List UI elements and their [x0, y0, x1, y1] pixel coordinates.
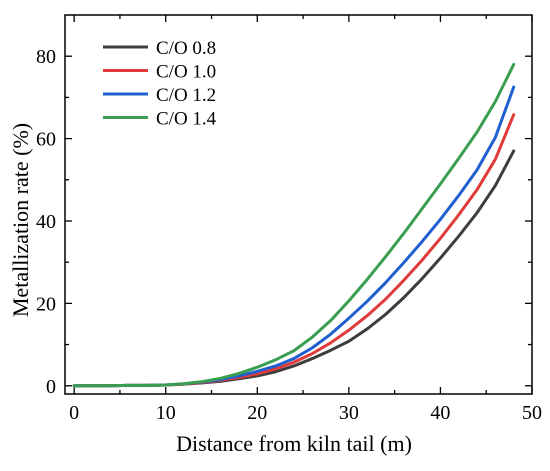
- x-tick-label: 40: [430, 402, 450, 424]
- series-line-c-o-1-4: [72, 62, 516, 388]
- y-axis-label: Metallization rate (%): [8, 123, 33, 317]
- y-tick-label: 80: [36, 46, 56, 68]
- legend: C/O 0.8 C/O 1.0C/O 1.2 C/O 1.4: [103, 38, 217, 130]
- series-lines: [72, 62, 516, 388]
- x-tick-label: 10: [156, 402, 176, 424]
- y-tick-label: 20: [36, 293, 56, 315]
- legend-label: C/O 1.4: [156, 109, 217, 130]
- x-axis-label: Distance from kiln tail (m): [176, 431, 412, 456]
- x-tick-label: 50: [522, 402, 542, 424]
- x-tick-label: 0: [69, 402, 79, 424]
- x-tick-label: 30: [339, 402, 359, 424]
- legend-label: C/O 1.2: [156, 85, 216, 106]
- y-tick-label: 0: [46, 376, 56, 398]
- y-tick-label: 60: [36, 129, 56, 151]
- series-line-c-o-1-2: [72, 85, 516, 388]
- plot-frame: [64, 14, 533, 395]
- x-tick-label: 20: [247, 402, 267, 424]
- y-tick-label: 40: [36, 211, 56, 233]
- legend-label: C/O 0.8: [156, 38, 216, 59]
- axes: 0 10 20 30 40 50 0 20 40 60 80: [36, 14, 542, 424]
- legend-label: C/O 1.0: [156, 62, 216, 83]
